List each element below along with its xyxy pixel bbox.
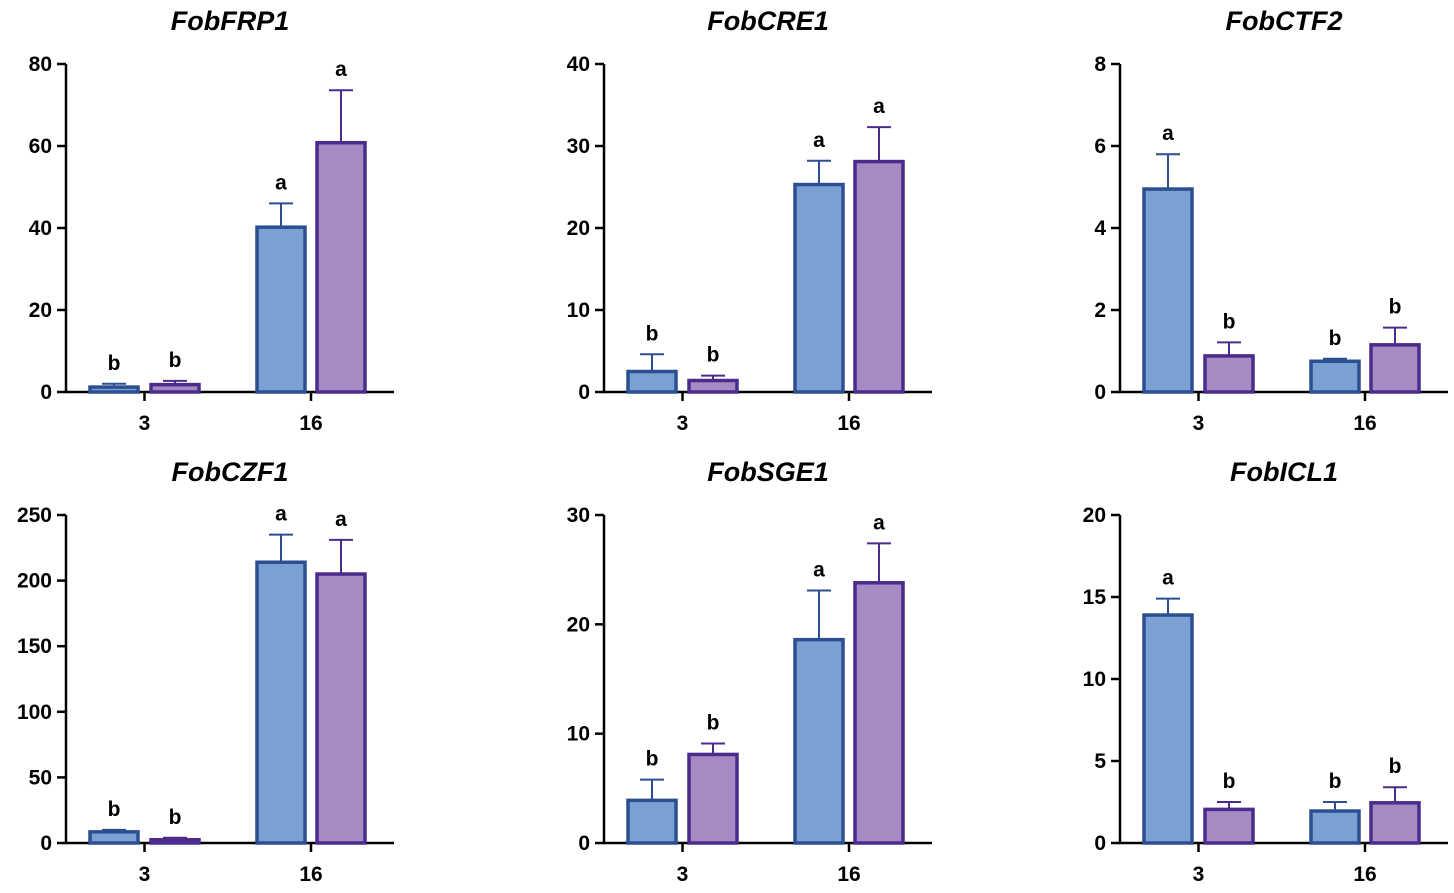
chart-3-bar-1-1 [1369, 343, 1421, 394]
chart-3-ytick-label-1: 2 [1094, 299, 1106, 322]
chart-6-ytick-label-1: 5 [1094, 750, 1106, 773]
chart-1-ytick-label-3: 60 [29, 135, 52, 158]
chart-2-bar-1-1 [853, 159, 905, 394]
chart-3-ytick-label-4: 8 [1094, 53, 1106, 76]
chart-4-bar-1-0 [149, 837, 201, 845]
chart-1-xtick-label-1: 16 [299, 412, 322, 435]
chart-6-ytick-label-0: 0 [1094, 832, 1106, 855]
chart-1-ytick-label-0: 0 [40, 381, 52, 404]
chart-6-ytick-label-4: 20 [1083, 504, 1106, 527]
chart-4-bar-1-1 [315, 572, 367, 845]
chart-4-ytick-label-4: 200 [17, 570, 52, 593]
chart-2-ytick-label-0: 0 [578, 381, 590, 404]
chart-5-bar-1-0 [687, 752, 739, 845]
chart-3-letter-1-0: b [1223, 310, 1236, 333]
chart-6-letter-1-0: b [1223, 770, 1236, 793]
chart-2-ytick-label-1: 10 [567, 299, 590, 322]
chart-5-letter-1-0: b [707, 712, 720, 735]
chart-4-letter-0-0: b [108, 798, 121, 821]
chart-2-letter-1-1: a [873, 95, 885, 118]
chart-3-xtick-label-0: 3 [1193, 412, 1205, 435]
chart-4-xtick-label-0: 3 [139, 863, 151, 886]
chart-5-title: FobSGE1 [707, 457, 829, 487]
chart-1-ytick-label-2: 40 [29, 217, 52, 240]
chart-5-letter-0-0: b [646, 748, 659, 771]
chart-2-letter-0-0: b [646, 322, 659, 345]
chart-2-bar-0-1 [793, 182, 845, 394]
chart-1-bar-0-0 [88, 385, 140, 394]
chart-4-bar-0-1 [255, 560, 307, 845]
chart-1-ytick-label-4: 80 [29, 53, 52, 76]
chart-4-ytick-label-0: 0 [40, 832, 52, 855]
chart-4-letter-1-0: b [169, 806, 182, 829]
chart-2-ytick-label-2: 20 [567, 217, 590, 240]
chart-1-letter-0-1: a [275, 171, 287, 194]
chart-6-bar-1-1 [1369, 801, 1421, 845]
chart-1-bar-1-0 [149, 382, 201, 394]
chart-2-bar-1-0 [687, 378, 739, 394]
chart-2-bar-0-0 [626, 369, 678, 394]
chart-6-letter-0-0: a [1162, 567, 1174, 590]
chart-2-xtick-label-0: 3 [677, 412, 689, 435]
chart-4-ytick-label-1: 50 [29, 766, 52, 789]
chart-1-letter-0-0: b [108, 352, 121, 375]
chart-1-bar-0-1 [255, 225, 307, 394]
chart-4-xtick-label-1: 16 [299, 863, 322, 886]
chart-3-bar-0-1 [1309, 359, 1361, 394]
chart-4-letter-0-1: a [275, 503, 287, 526]
chart-3-ytick-label-2: 4 [1094, 217, 1106, 240]
chart-2-letter-0-1: a [813, 129, 825, 152]
chart-6-title: FobICL1 [1230, 457, 1338, 487]
chart-1-bar-1-1 [315, 140, 367, 394]
chart-6-xtick-label-1: 16 [1353, 863, 1376, 886]
chart-5-bar-0-1 [793, 637, 845, 845]
chart-5-xtick-label-0: 3 [677, 863, 689, 886]
chart-2-ytick-label-3: 30 [567, 135, 590, 158]
chart-3-ytick-label-0: 0 [1094, 381, 1106, 404]
chart-3-letter-1-1: b [1389, 296, 1402, 319]
chart-2-title: FobCRE1 [707, 6, 829, 36]
chart-1-xtick-label-0: 3 [139, 412, 151, 435]
chart-4-bar-0-0 [88, 830, 140, 845]
chart-5-bar-0-0 [626, 798, 678, 845]
chart-3-letter-0-0: a [1162, 122, 1174, 145]
chart-4-letter-1-1: a [335, 508, 347, 531]
chart-4-ytick-label-2: 100 [17, 701, 52, 724]
chart-6-ytick-label-2: 10 [1083, 668, 1106, 691]
chart-5-ytick-label-2: 20 [567, 613, 590, 636]
chart-1-title: FobFRP1 [171, 6, 290, 36]
chart-6-ytick-label-3: 15 [1083, 586, 1107, 609]
chart-4-title: FobCZF1 [172, 457, 289, 487]
chart-3-bar-0-0 [1142, 187, 1194, 394]
chart-5-ytick-label-3: 30 [567, 504, 590, 527]
chart-3-bar-1-0 [1203, 354, 1255, 394]
chart-4-ytick-label-3: 150 [17, 635, 52, 658]
chart-6-letter-0-1: b [1329, 770, 1342, 793]
chart-6-bar-1-0 [1203, 807, 1255, 845]
chart-3-letter-0-1: b [1329, 327, 1342, 350]
chart-5-xtick-label-1: 16 [837, 863, 860, 886]
chart-5-letter-1-1: a [873, 511, 885, 534]
chart-5-ytick-label-1: 10 [567, 723, 590, 746]
chart-6-bar-0-0 [1142, 613, 1194, 845]
chart-1-letter-1-1: a [335, 58, 347, 81]
chart-5-bar-1-1 [853, 581, 905, 845]
chart-6-bar-0-1 [1309, 809, 1361, 845]
chart-6-xtick-label-0: 3 [1193, 863, 1205, 886]
chart-2-letter-1-0: b [707, 344, 720, 367]
chart-4-ytick-label-5: 250 [17, 504, 52, 527]
chart-2-xtick-label-1: 16 [837, 412, 860, 435]
chart-1-letter-1-0: b [169, 349, 182, 372]
chart-3-xtick-label-1: 16 [1353, 412, 1376, 435]
chart-6-letter-1-1: b [1389, 755, 1402, 778]
chart-3-ytick-label-3: 6 [1094, 135, 1106, 158]
chart-5-ytick-label-0: 0 [578, 832, 590, 855]
chart-2-ytick-label-4: 40 [567, 53, 590, 76]
chart-1-ytick-label-1: 20 [29, 299, 52, 322]
chart-5-letter-0-1: a [813, 558, 825, 581]
chart-3-title: FobCTF2 [1226, 6, 1343, 36]
